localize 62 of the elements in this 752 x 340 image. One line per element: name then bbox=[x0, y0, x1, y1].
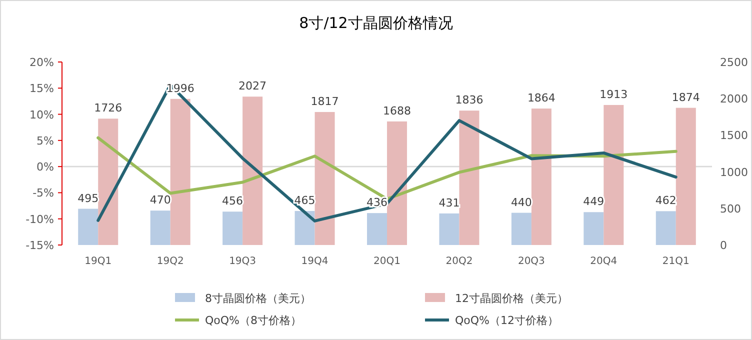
data-label: 1688 bbox=[383, 104, 411, 118]
chart-title: 8寸/12寸晶圆价格情况 bbox=[299, 14, 453, 32]
bar bbox=[170, 98, 190, 245]
x-tick-label: 19Q2 bbox=[156, 256, 184, 267]
y-tick-label: 0% bbox=[36, 160, 54, 174]
bar bbox=[222, 212, 243, 245]
data-label: 1836 bbox=[455, 94, 484, 107]
y-tick-label: -10% bbox=[26, 212, 54, 226]
bar bbox=[584, 212, 604, 245]
bar bbox=[150, 210, 170, 245]
data-label: 1864 bbox=[527, 92, 556, 105]
legend-label: 8寸晶圆价格（美元） bbox=[205, 292, 311, 305]
y2-tick-label: 0 bbox=[720, 239, 727, 252]
data-label: 431 bbox=[438, 196, 460, 210]
data-label: 456 bbox=[222, 194, 244, 208]
bar bbox=[314, 112, 335, 245]
y2-tick-label: 1000 bbox=[720, 166, 748, 179]
x-tick-label: 21Q1 bbox=[662, 256, 690, 267]
y-tick-label: -5% bbox=[32, 186, 54, 200]
x-tick-label: 20Q4 bbox=[590, 256, 618, 267]
x-tick-label: 19Q1 bbox=[84, 256, 112, 267]
bar bbox=[511, 212, 532, 245]
x-tick-label: 20Q2 bbox=[446, 256, 473, 267]
bar bbox=[656, 211, 676, 245]
y-tick-label: -15% bbox=[26, 239, 54, 252]
bar bbox=[676, 108, 696, 245]
data-label: 1913 bbox=[600, 88, 628, 101]
y2-tick-label: 500 bbox=[720, 202, 741, 216]
data-label: 449 bbox=[583, 195, 604, 208]
data-label: 1726 bbox=[94, 102, 122, 115]
data-label: 465 bbox=[294, 194, 316, 207]
bar bbox=[98, 118, 118, 245]
data-label: 470 bbox=[150, 194, 171, 207]
y2-tick-label: 2500 bbox=[720, 56, 748, 69]
bar bbox=[387, 121, 407, 245]
bar bbox=[367, 213, 387, 245]
legend-label: 12寸晶圆价格（美元） bbox=[455, 292, 568, 305]
bar bbox=[531, 108, 552, 245]
bar bbox=[459, 110, 480, 245]
data-label: 2027 bbox=[238, 80, 267, 93]
y-tick-label: 15% bbox=[30, 82, 54, 96]
x-tick-label: 20Q3 bbox=[518, 256, 545, 267]
y2-tick-label: 1500 bbox=[720, 129, 748, 142]
y2-tick-label: 2000 bbox=[720, 92, 748, 106]
y-tick-label: 10% bbox=[30, 108, 54, 122]
data-label: 462 bbox=[655, 194, 676, 208]
bar bbox=[78, 208, 98, 245]
legend-label: QoQ%（12寸价格） bbox=[455, 314, 558, 327]
bar bbox=[294, 210, 315, 245]
data-label: 1817 bbox=[310, 94, 339, 108]
data-label: 495 bbox=[78, 192, 99, 205]
y-tick-label: 5% bbox=[36, 134, 54, 148]
y-tick-label: 20% bbox=[30, 56, 54, 69]
bar bbox=[242, 96, 263, 245]
legend-label: QoQ%（8寸价格） bbox=[205, 314, 302, 327]
data-label: 1874 bbox=[672, 90, 700, 104]
bar bbox=[439, 213, 460, 245]
bar bbox=[604, 104, 624, 245]
x-tick-label: 19Q4 bbox=[301, 256, 328, 267]
x-tick-label: 20Q1 bbox=[374, 256, 400, 267]
x-tick-label: 19Q3 bbox=[229, 256, 256, 267]
data-label: 440 bbox=[510, 196, 532, 209]
